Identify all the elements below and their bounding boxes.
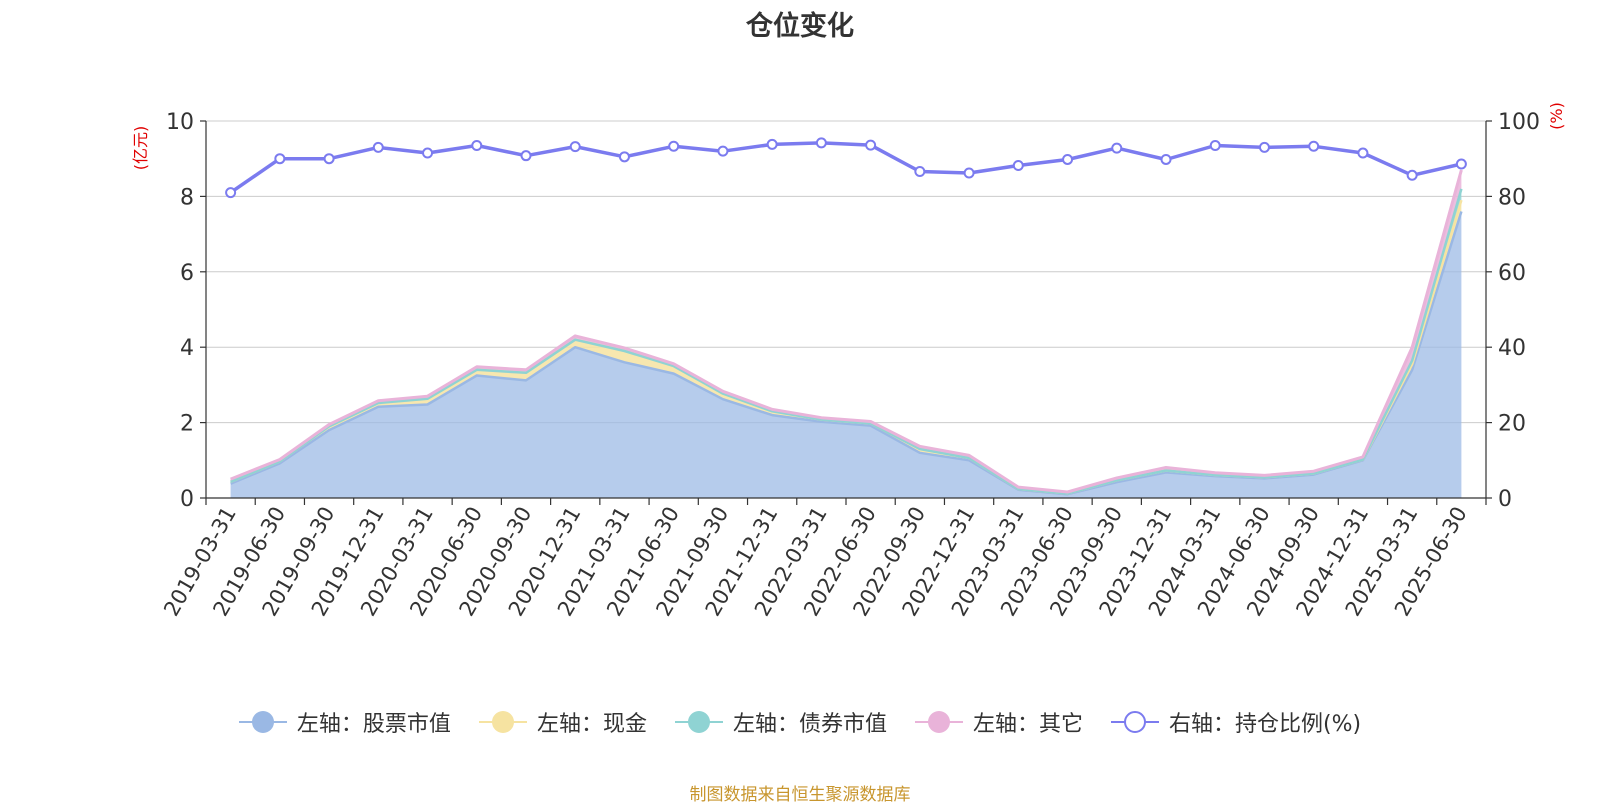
legend-item-ratio[interactable]: 右轴：持仓比例(%) <box>1110 706 1362 738</box>
ratio-point-18 <box>1111 142 1123 154</box>
ratio-point-23 <box>1357 147 1369 159</box>
ratio-point-7 <box>569 141 581 153</box>
source-note: 制图数据来自恒生聚源数据库 <box>689 785 911 805</box>
ratio-point-11 <box>766 138 778 150</box>
y-tick-label-right-0: 0 <box>1498 487 1512 512</box>
series-line-ratio <box>229 141 1462 195</box>
legend-marker-icon <box>914 709 963 735</box>
legend: 左轴：股票市值 左轴：现金 左轴：债券市值 左轴：其它 右轴：持仓比例(%) <box>0 706 1600 738</box>
ratio-point-25 <box>1455 158 1467 170</box>
y-axis-label-right: (%) <box>1547 102 1566 130</box>
ratio-point-4 <box>422 147 434 159</box>
y-tick-label-right-1: 20 <box>1498 412 1526 437</box>
y-tick-label-left-3: 6 <box>180 261 194 286</box>
ratio-point-1 <box>274 153 286 165</box>
y-tick-label-left-2: 4 <box>180 336 194 361</box>
ratio-point-2 <box>323 153 335 165</box>
area-stock <box>230 211 1462 498</box>
y-axis-label-left: (亿元) <box>131 126 150 171</box>
ratio-point-21 <box>1258 141 1270 153</box>
ratio-point-13 <box>865 139 877 151</box>
legend-item-stock[interactable]: 左轴：股票市值 <box>238 706 451 738</box>
legend-item-bond[interactable]: 左轴：债券市值 <box>674 706 887 738</box>
y-tick-label-right-3: 60 <box>1498 261 1526 286</box>
chart-canvas: 0246810020406080100(亿元)(%)2019-03-312019… <box>131 102 1566 620</box>
legend-label: 左轴：债券市值 <box>732 712 887 737</box>
ratio-point-17 <box>1062 153 1074 165</box>
y-tick-label-right-4: 80 <box>1498 185 1526 210</box>
legend-item-cash[interactable]: 左轴：现金 <box>478 706 647 738</box>
ratio-point-22 <box>1308 140 1320 152</box>
legend-label: 左轴：其它 <box>972 712 1083 737</box>
ratio-point-16 <box>1012 159 1024 171</box>
ratio-point-5 <box>471 140 483 152</box>
y-tick-label-left-0: 0 <box>180 487 194 512</box>
y-tick-label-left-5: 10 <box>166 110 194 135</box>
ratio-point-24 <box>1406 169 1418 181</box>
ratio-point-14 <box>914 166 926 178</box>
ratio-point-8 <box>618 151 630 163</box>
ratio-point-3 <box>372 141 384 153</box>
chart-title: 仓位变化 <box>746 11 854 42</box>
y-tick-label-right-2: 40 <box>1498 336 1526 361</box>
ratio-point-6 <box>520 150 532 162</box>
ratio-point-9 <box>668 140 680 152</box>
legend-marker-icon <box>1110 709 1159 735</box>
ratio-point-19 <box>1160 153 1172 165</box>
legend-label: 左轴：现金 <box>536 712 647 737</box>
series-line-other <box>230 169 1463 494</box>
y-tick-label-right-5: 100 <box>1498 110 1540 135</box>
ratio-point-10 <box>717 145 729 157</box>
y-tick-label-left-4: 8 <box>180 185 194 210</box>
legend-marker-icon <box>238 709 287 735</box>
ratio-point-12 <box>815 137 827 149</box>
series-line-bond <box>230 188 1463 495</box>
legend-item-other[interactable]: 左轴：其它 <box>914 706 1083 738</box>
y-tick-label-left-1: 2 <box>180 412 194 437</box>
legend-label: 左轴：股票市值 <box>296 712 451 737</box>
ratio-point-20 <box>1209 140 1221 152</box>
legend-marker-icon <box>674 709 723 735</box>
legend-label: 右轴：持仓比例(%) <box>1168 712 1362 737</box>
ratio-point-0 <box>225 187 237 199</box>
ratio-point-15 <box>963 167 975 179</box>
legend-marker-icon <box>478 709 527 735</box>
